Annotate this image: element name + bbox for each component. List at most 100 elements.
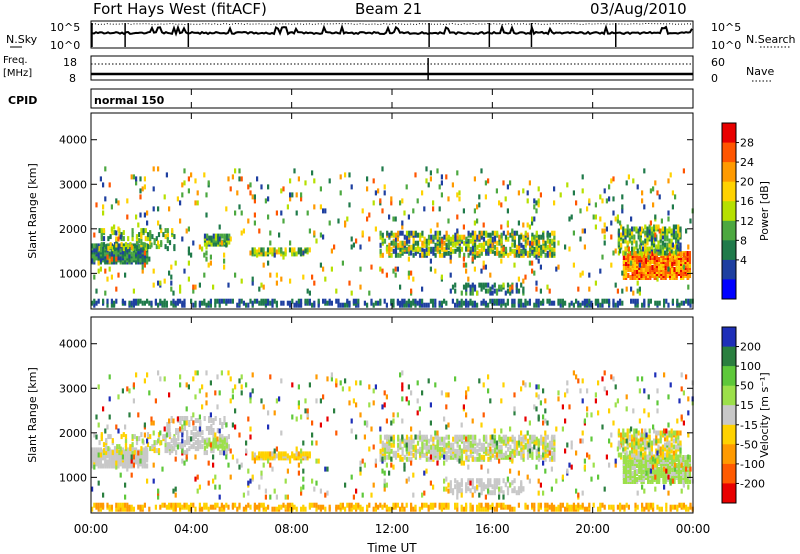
- range-gate-cell: [631, 267, 634, 272]
- range-gate-cell: [577, 286, 580, 292]
- range-gate-cell: [462, 224, 465, 230]
- range-gate-cell: [253, 247, 256, 253]
- range-gate-cell: [121, 249, 124, 255]
- range-gate-cell: [410, 390, 413, 396]
- range-gate-cell: [207, 300, 210, 306]
- range-gate-cell: [412, 252, 415, 258]
- range-gate-cell: [194, 432, 197, 438]
- range-gate-cell: [498, 458, 501, 464]
- range-gate-cell: [399, 284, 402, 290]
- range-gate-cell: [289, 502, 292, 508]
- range-gate-cell: [157, 432, 161, 438]
- range-gate-cell: [526, 504, 529, 510]
- range-gate-cell: [458, 434, 461, 440]
- range-gate-cell: [647, 475, 650, 480]
- range-gate-cell: [502, 230, 505, 236]
- range-gate-cell: [487, 478, 490, 484]
- range-gate-cell: [553, 200, 556, 206]
- range-gate-cell: [653, 238, 656, 244]
- range-gate-cell: [493, 478, 496, 484]
- range-gate-cell: [216, 502, 219, 508]
- range-gate-cell: [427, 444, 431, 450]
- range-gate-cell: [670, 442, 673, 448]
- range-gate-cell: [638, 475, 641, 480]
- range-gate-cell: [253, 198, 256, 204]
- range-gate-cell: [205, 392, 208, 398]
- range-gate-cell: [551, 252, 554, 258]
- range-gate-cell: [335, 378, 338, 384]
- range-gate-cell: [419, 252, 422, 258]
- range-gate-cell: [140, 228, 143, 234]
- range-gate-cell: [546, 502, 549, 508]
- nsearch-tick-bottom: 10^0: [711, 39, 741, 52]
- range-gate-cell: [302, 468, 305, 474]
- range-gate-cell: [181, 424, 184, 430]
- range-gate-cell: [133, 450, 136, 456]
- range-gate-cell: [529, 240, 532, 246]
- range-gate-cell: [286, 468, 289, 474]
- range-gate-cell: [684, 459, 687, 464]
- range-gate-cell: [293, 247, 296, 253]
- range-gate-cell: [405, 478, 408, 484]
- range-gate-cell: [629, 275, 632, 280]
- range-gate-cell: [407, 298, 410, 304]
- range-gate-cell: [115, 298, 118, 304]
- range-gate-cell: [104, 251, 107, 257]
- range-gate-cell: [214, 390, 217, 396]
- range-gate-cell: [670, 242, 673, 248]
- range-gate-cell: [500, 302, 503, 308]
- range-gate-cell: [231, 388, 234, 394]
- range-gate-cell: [319, 398, 322, 404]
- range-gate-cell: [478, 506, 481, 512]
- range-gate-cell: [315, 238, 318, 244]
- range-gate-cell: [661, 226, 664, 232]
- range-gate-cell: [390, 506, 393, 512]
- range-gate-cell: [269, 247, 272, 253]
- range-gate-cell: [465, 394, 468, 400]
- range-gate-cell: [449, 246, 453, 252]
- range-gate-cell: [504, 246, 508, 252]
- range-gate-cell: [165, 504, 168, 510]
- range-gate-cell: [496, 246, 499, 252]
- range-gate-cell: [181, 448, 184, 454]
- range-gate-cell: [271, 451, 274, 457]
- nsearch-label: N.Search: [746, 33, 796, 46]
- range-gate-cell: [379, 198, 382, 204]
- range-gate-cell: [414, 230, 417, 236]
- range-gate-cell: [546, 442, 549, 448]
- range-gate-cell: [500, 398, 503, 404]
- range-gate-cell: [631, 240, 634, 246]
- range-gate-cell: [291, 414, 294, 420]
- range-gate-cell: [135, 240, 139, 246]
- range-gate-cell: [131, 446, 134, 452]
- range-gate-cell: [434, 230, 437, 236]
- range-gate-cell: [631, 452, 634, 458]
- range-gate-cell: [124, 251, 127, 257]
- range-gate-cell: [390, 252, 393, 258]
- range-gate-cell: [194, 394, 197, 400]
- range-gate-cell: [126, 214, 129, 220]
- range-gate-cell: [471, 492, 474, 498]
- range-gate-cell: [652, 202, 655, 208]
- range-gate-cell: [493, 282, 496, 288]
- range-gate-cell: [467, 386, 470, 392]
- range-gate-cell: [249, 434, 252, 440]
- range-gate-cell: [288, 247, 292, 253]
- range-gate-cell: [95, 447, 98, 453]
- range-gate-cell: [168, 392, 171, 398]
- range-gate-cell: [575, 504, 578, 510]
- range-gate-cell: [141, 300, 144, 306]
- range-gate-cell: [297, 404, 300, 410]
- range-gate-cell: [207, 262, 210, 268]
- range-gate-cell: [205, 302, 208, 308]
- range-gate-cell: [93, 432, 96, 438]
- range-gate-cell: [456, 480, 459, 486]
- range-gate-cell: [302, 484, 305, 490]
- range-gate-cell: [242, 506, 245, 512]
- range-gate-cell: [544, 252, 547, 258]
- range-gate-cell: [236, 458, 239, 464]
- range-gate-cell: [653, 224, 656, 230]
- range-gate-cell: [537, 258, 540, 264]
- range-gate-cell: [605, 198, 608, 204]
- range-gate-cell: [531, 446, 534, 452]
